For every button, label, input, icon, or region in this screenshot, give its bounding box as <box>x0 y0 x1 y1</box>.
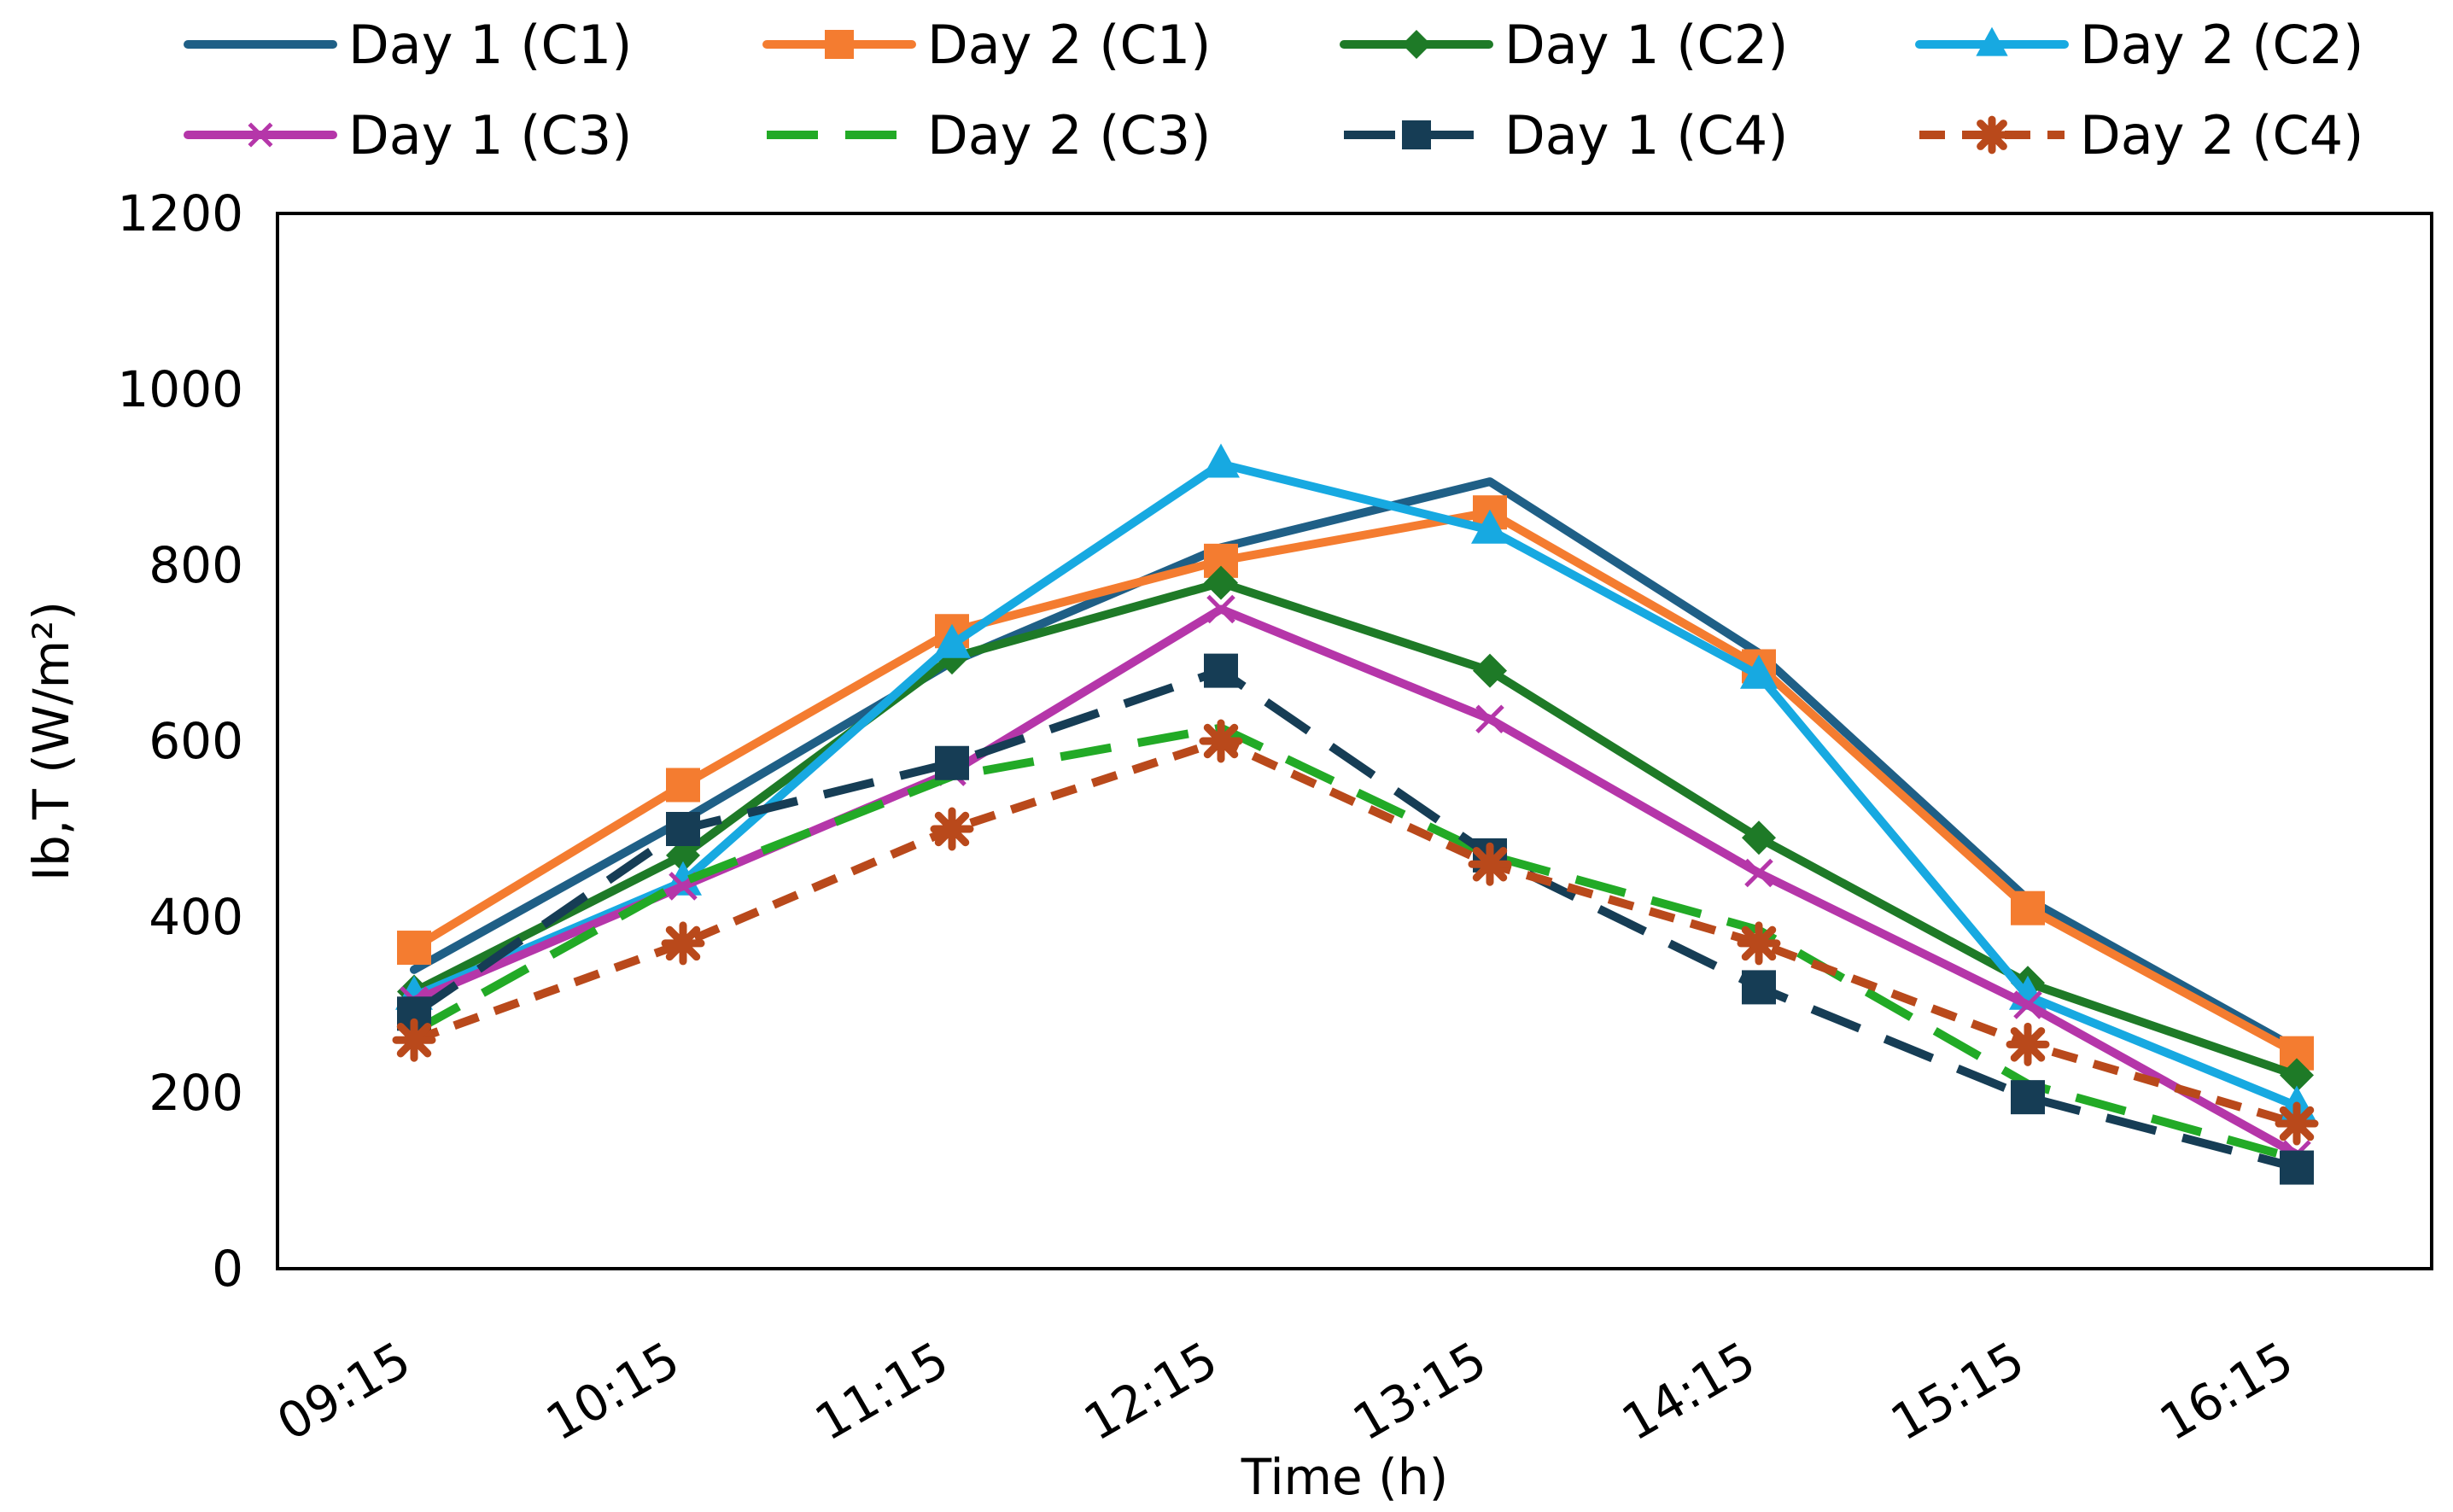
legend-item: Day 1 (C1) <box>184 14 632 76</box>
legend-item: Day 1 (C3) <box>184 104 632 166</box>
data-point-marker <box>1199 719 1243 763</box>
data-point-marker <box>392 1018 436 1062</box>
legend-label: Day 2 (C2) <box>2080 14 2363 76</box>
y-tick-label: 800 <box>149 536 243 594</box>
y-tick-label: 400 <box>149 888 243 946</box>
data-point-marker <box>666 838 700 873</box>
data-point-marker <box>1402 30 1431 59</box>
data-point-marker <box>2013 990 2042 1019</box>
data-point-marker <box>1204 653 1238 688</box>
data-point-marker <box>2011 890 2045 925</box>
legend-item: Day 2 (C3) <box>767 104 1211 166</box>
data-point-marker <box>1742 820 1776 855</box>
data-point-marker <box>1206 594 1235 624</box>
data-point-marker <box>661 921 705 966</box>
series-line <box>412 723 2298 1164</box>
data-point-marker <box>2280 1150 2314 1185</box>
data-point-marker <box>1972 115 2012 155</box>
y-tick-label: 1200 <box>117 184 243 242</box>
y-tick-label: 1000 <box>117 360 243 418</box>
y-tick-label: 600 <box>149 712 243 770</box>
legend-item: Day 2 (C1) <box>762 14 1211 76</box>
legend-label: Day 1 (C3) <box>348 104 632 166</box>
legend-label: Day 1 (C1) <box>348 14 632 76</box>
data-point-marker <box>1742 970 1776 1005</box>
data-point-marker <box>2275 1101 2319 1146</box>
y-tick-label: 0 <box>212 1240 243 1298</box>
series-8 <box>392 719 2319 1146</box>
series-line <box>410 477 2301 1054</box>
data-point-marker <box>397 931 431 966</box>
data-point-marker <box>666 812 700 846</box>
data-point-marker <box>1204 565 1238 600</box>
legend-item: Day 1 (C2) <box>1340 14 1788 76</box>
data-point-marker <box>825 30 854 59</box>
legend: Day 1 (C1) Day 2 (C1) Day 1 (C2) Day 2 (C2)… <box>184 14 2363 166</box>
x-tick-label: 16:15 <box>2150 1330 2303 1451</box>
legend-label: Day 2 (C3) <box>927 104 1211 166</box>
data-point-marker <box>2006 1022 2050 1066</box>
legend-label: Day 2 (C1) <box>927 14 1211 76</box>
series-6 <box>412 723 2298 1164</box>
y-axis-title: Ib,T (W/m²) <box>22 601 80 881</box>
x-tick-label: 14:15 <box>1612 1330 1765 1451</box>
legend-item: Day 1 (C4) <box>1344 104 1788 166</box>
data-point-marker <box>1402 120 1431 149</box>
x-axis-ticks: 09:15 10:15 11:15 12:15 13:15 14:15 15:15 16:15 <box>267 1330 2303 1451</box>
data-point-marker <box>1202 443 1240 478</box>
x-axis-title: Time (h) <box>1241 1448 1448 1506</box>
y-axis-ticks: 0 200 400 600 800 1000 1200 <box>117 184 243 1298</box>
data-point-marker <box>2011 1080 2045 1115</box>
data-point-marker <box>1976 26 2008 56</box>
data-point-marker <box>666 768 700 803</box>
x-tick-label: 12:15 <box>1074 1330 1227 1451</box>
x-tick-label: 11:15 <box>805 1330 958 1451</box>
data-point-marker <box>935 745 969 780</box>
data-point-marker <box>930 807 974 851</box>
data-point-marker <box>1744 858 1773 888</box>
data-point-marker <box>248 122 273 148</box>
data-point-marker <box>2280 1058 2314 1093</box>
series-line <box>410 578 2301 1080</box>
legend-item: Day 2 (C2) <box>1915 14 2363 76</box>
data-point-marker <box>1740 654 1778 689</box>
legend-label: Day 1 (C4) <box>1504 104 1788 166</box>
plot-area <box>276 212 2433 1270</box>
data-point-marker <box>1475 704 1504 734</box>
series-layer <box>392 443 2319 1185</box>
legend-label: Day 1 (C2) <box>1504 14 1788 76</box>
x-tick-label: 13:15 <box>1343 1330 1496 1451</box>
data-point-marker <box>933 623 971 658</box>
series-line <box>410 508 2301 1058</box>
data-point-marker <box>1473 653 1507 688</box>
series-1 <box>410 477 2301 1054</box>
data-point-marker <box>1471 509 1509 544</box>
x-tick-label: 15:15 <box>1881 1330 2034 1451</box>
series-line <box>412 737 2298 1128</box>
y-tick-label: 200 <box>149 1064 243 1122</box>
data-point-marker <box>1468 842 1512 886</box>
legend-item: Day 2 (C4) <box>1919 104 2363 166</box>
x-tick-label: 09:15 <box>267 1330 420 1451</box>
x-tick-label: 10:15 <box>536 1330 689 1451</box>
data-point-marker <box>1737 921 1781 966</box>
series-line <box>412 666 2298 1172</box>
series-line <box>410 459 2301 1111</box>
legend-label: Day 2 (C4) <box>2080 104 2363 166</box>
